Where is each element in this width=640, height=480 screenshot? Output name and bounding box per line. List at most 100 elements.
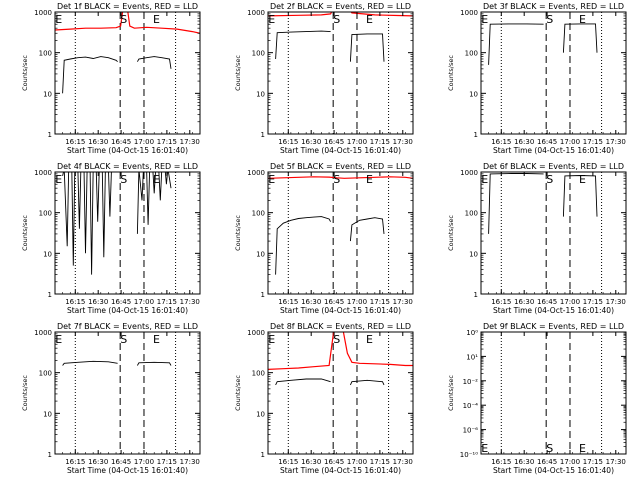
x-tick-label: 17:15 [583,138,603,146]
series-events-line [137,361,172,366]
y-axis-label: Counts/sec [21,375,29,411]
x-tick-label: 17:30 [393,298,413,306]
x-tick-label: 17:15 [583,458,603,466]
y-tick-label: 100 [252,370,265,378]
plot-frame [54,331,201,455]
x-tick-label: 17:30 [606,298,626,306]
panel-data-area [268,172,413,294]
x-tick-label: 16:45 [537,458,557,466]
marker-label-s: S [546,442,553,455]
x-axis-label: Start Time (04-Oct-15 16:01:40) [67,306,188,315]
series-events-line [349,217,385,242]
plot-frame [480,171,627,295]
marker-label-e: E [153,333,160,346]
marker-label-e: E [366,173,373,186]
x-axis-label: Start Time (04-Oct-15 16:01:40) [493,306,614,315]
x-tick-label: 16:45 [111,458,131,466]
y-tick-label: 10¹ [466,353,478,361]
marker-label-s: S [333,13,340,26]
panel-data-area [488,12,603,134]
panel-data-area [500,332,603,454]
y-tick-label: 1000 [34,9,52,17]
y-tick-label: 10 [256,90,265,98]
x-tick-label: 17:00 [560,298,580,306]
marker-label-s: S [333,173,340,186]
marker-label-s: S [546,13,553,26]
y-axis-label: Counts/sec [234,215,242,251]
y-tick-label: 1 [474,131,478,139]
y-tick-label: 100 [465,50,478,58]
panel-data-area [62,172,177,294]
y-tick-label: 100 [39,50,52,58]
x-tick-label: 16:30 [301,298,321,306]
panel-title: Det 1f BLACK = Events, RED = LLD [57,2,198,11]
panel-title: Det 2f BLACK = Events, RED = LLD [270,2,411,11]
x-tick-label: 17:00 [560,458,580,466]
x-tick-label: 16:30 [514,458,534,466]
panel-title: Det 9f BLACK = Events, RED = LLD [483,322,624,331]
y-tick-label: 1 [48,451,52,459]
marker-label-e: E [481,173,488,186]
x-axis-label: Start Time (04-Oct-15 16:01:40) [493,146,614,155]
y-tick-label: 10 [256,410,265,418]
y-axis-label: Counts/sec [447,55,455,91]
marker-label-e: E [366,13,373,26]
y-tick-label: 10⁰ [466,329,478,337]
marker-label-s: S [120,333,127,346]
x-tick-label: 16:15 [491,458,511,466]
panel-det-3f: Det 3f BLACK = Events, RED = LLD E S E 1 10 10… [447,2,627,155]
panel-data-area [488,172,603,294]
x-tick-label: 17:15 [370,458,390,466]
x-tick-label: 16:30 [88,138,108,146]
x-tick-label: 16:30 [88,458,108,466]
marker-label-e: E [55,13,62,26]
y-tick-label: 10⁻⁴ [463,402,479,410]
y-axis-label: Counts/sec [21,215,29,251]
x-axis-label: Start Time (04-Oct-15 16:01:40) [280,306,401,315]
y-axis-label: Counts/sec [234,375,242,411]
panel-data-area [268,332,413,454]
marker-label-e: E [579,13,586,26]
y-tick-label: 1 [261,131,265,139]
series-events-line [562,23,598,53]
marker-label-e: E [481,442,488,455]
series-events-line [275,30,331,60]
x-tick-label: 17:00 [347,298,367,306]
x-tick-label: 17:15 [157,458,177,466]
panel-data-area [55,12,200,134]
x-tick-label: 16:45 [324,138,344,146]
x-tick-label: 16:45 [537,138,557,146]
y-axis-label: Counts/sec [447,375,455,411]
panel-title: Det 7f BLACK = Events, RED = LLD [57,322,198,331]
x-tick-label: 16:30 [301,138,321,146]
plot-frame [480,11,627,135]
x-tick-label: 17:00 [347,458,367,466]
marker-label-s: S [120,173,127,186]
x-tick-label: 16:15 [278,138,298,146]
series-events-line [488,173,544,234]
marker-label-e: E [268,13,275,26]
y-tick-label: 10 [469,90,478,98]
series-events-line [488,23,544,65]
series-lld-line [55,12,200,34]
marker-label-e: E [579,442,586,455]
x-tick-label: 17:30 [393,458,413,466]
plot-frame [267,11,414,135]
y-tick-label: 1000 [247,169,265,177]
y-tick-label: 10 [469,250,478,258]
x-tick-label: 17:15 [370,298,390,306]
panel-det-4f: Det 4f BLACK = Events, RED = LLD E S E 1 10 10… [21,162,201,315]
y-tick-label: 100 [39,370,52,378]
x-tick-label: 17:00 [134,458,154,466]
marker-label-e: E [579,173,586,186]
panel-title: Det 5f BLACK = Events, RED = LLD [270,162,411,171]
x-tick-label: 16:15 [65,458,85,466]
marker-label-e: E [153,173,160,186]
series-events-line [137,56,172,69]
x-axis-label: Start Time (04-Oct-15 16:01:40) [493,466,614,475]
x-tick-label: 17:30 [180,458,200,466]
panel-data-area [62,332,177,454]
y-axis-label: Counts/sec [21,55,29,91]
